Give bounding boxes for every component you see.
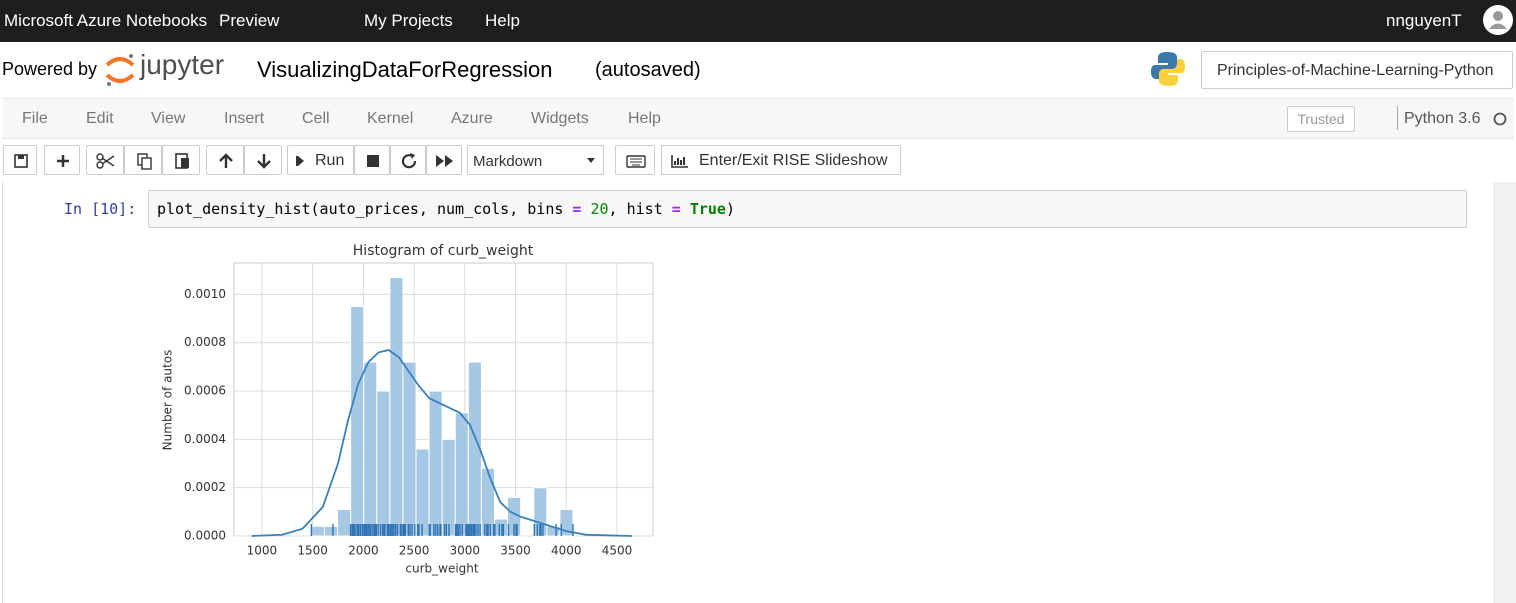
trusted-badge[interactable]: Trusted — [1287, 106, 1355, 132]
x-tick-label: 4500 — [602, 544, 633, 558]
avatar[interactable] — [1482, 4, 1514, 36]
x-tick-label: 2500 — [399, 544, 430, 558]
bar — [310, 525, 325, 537]
menu-item[interactable]: Insert — [224, 110, 265, 127]
x-axis-label: curb_weight — [405, 562, 479, 576]
cell-type-select[interactable]: Markdown — [467, 145, 604, 175]
code-number: 20 — [581, 200, 609, 218]
insert-button[interactable] — [44, 145, 80, 175]
code-operator: = — [671, 200, 681, 218]
y-tick-label: 0.0006 — [184, 384, 226, 398]
code-token: plot_density_hist(auto_prices, num_cols,… — [157, 200, 573, 218]
menu-item[interactable]: Azure — [451, 110, 493, 127]
run-button[interactable]: Run — [287, 145, 354, 175]
menu-item[interactable]: Edit — [86, 110, 114, 127]
chart-title: Histogram of curb_weight — [353, 243, 534, 259]
notebook-name[interactable]: VisualizingDataForRegression — [257, 57, 553, 82]
x-tick-label: 3000 — [450, 544, 481, 558]
kde-line — [251, 349, 633, 537]
bar — [415, 448, 430, 537]
bar — [350, 305, 365, 537]
user-name[interactable]: nnguyenT — [1386, 11, 1462, 30]
input-prompt: In [10]: — [64, 200, 137, 218]
jupyter-text[interactable]: jupyter — [140, 49, 225, 80]
y-axis-label: Number of autos — [161, 350, 175, 451]
cell-type: Markdown — [473, 153, 543, 170]
bar — [363, 361, 378, 537]
kernel-indicator — [1493, 112, 1507, 126]
project-button[interactable]: Principles-of-Machine-Learning-Python — [1201, 51, 1513, 89]
code-keyword: True — [680, 200, 726, 218]
menu-item[interactable]: Help — [628, 110, 661, 127]
bar — [376, 390, 391, 537]
x-tick-label: 1500 — [297, 544, 328, 558]
bar — [337, 508, 352, 537]
preview-label: Preview — [219, 11, 280, 30]
y-tick-label: 0.0002 — [184, 480, 226, 494]
code-operator: = — [572, 200, 582, 218]
menu-item[interactable]: Kernel — [367, 110, 414, 127]
x-tick-label: 4000 — [551, 544, 582, 558]
code-token: ) — [725, 200, 735, 218]
python-logo — [1151, 52, 1185, 86]
bar — [441, 438, 456, 537]
run-label: Run — [315, 152, 345, 169]
bar — [493, 518, 509, 537]
y-tick-label: 0.0010 — [184, 287, 226, 301]
paste-button[interactable] — [162, 145, 200, 175]
rise-button[interactable]: Enter/Exit RISE Slideshow — [661, 145, 901, 175]
menu-item[interactable]: File — [22, 110, 48, 127]
cut-button[interactable] — [86, 145, 124, 175]
bar — [389, 276, 404, 537]
y-tick-label: 0.0000 — [184, 529, 226, 543]
menu-item[interactable]: Widgets — [531, 110, 589, 127]
interrupt-button[interactable] — [354, 145, 390, 175]
move-up-button[interactable] — [206, 145, 244, 175]
divider — [1397, 106, 1398, 130]
bar — [323, 525, 339, 537]
menu-bar: File Edit View Insert Cell Kernel Azure … — [2, 98, 1514, 139]
restart-button[interactable] — [390, 145, 426, 175]
y-tick-label: 0.0004 — [184, 432, 226, 446]
powered-by: Powered by — [2, 59, 98, 79]
rise-label: Enter/Exit RISE Slideshow — [699, 152, 888, 169]
copy-button[interactable] — [124, 145, 162, 175]
nav-link[interactable]: Help — [485, 11, 520, 30]
bar — [402, 361, 417, 537]
move-down-button[interactable] — [244, 145, 282, 175]
x-tick-label: 3500 — [500, 544, 531, 558]
code-cell[interactable]: plot_density_hist(auto_prices, num_cols,… — [148, 190, 1467, 228]
keyboard-button[interactable] — [615, 145, 655, 175]
brand[interactable]: Microsoft Azure Notebooks — [4, 11, 208, 30]
scrollbar[interactable] — [1493, 182, 1516, 603]
project-name: Principles-of-Machine-Learning-Python — [1217, 62, 1494, 79]
code-line: plot_density_hist(auto_prices, num_cols,… — [157, 200, 735, 218]
bar — [454, 412, 469, 537]
nav-link[interactable]: My Projects — [364, 11, 453, 30]
y-tick-label: 0.0008 — [184, 335, 226, 349]
menu-item[interactable]: View — [151, 110, 186, 127]
chart: Histogram of curb_weight curb_weight Num… — [161, 243, 654, 576]
code-token: , hist — [608, 200, 672, 218]
autosave-status: (autosaved) — [595, 59, 701, 81]
kernel-name: Python 3.6 — [1404, 110, 1481, 127]
save-button[interactable] — [3, 145, 37, 175]
header: Powered by jupyter VisualizingDataForReg… — [0, 43, 1516, 97]
run-all-button[interactable] — [426, 145, 462, 175]
menu-item[interactable]: Cell — [302, 110, 330, 127]
x-tick-label: 1000 — [247, 544, 278, 558]
x-tick-label: 2000 — [348, 544, 379, 558]
bar — [428, 390, 443, 537]
jupyter-logo — [105, 54, 135, 86]
navbar: Microsoft Azure Notebooks Preview My Pro… — [0, 0, 1516, 42]
